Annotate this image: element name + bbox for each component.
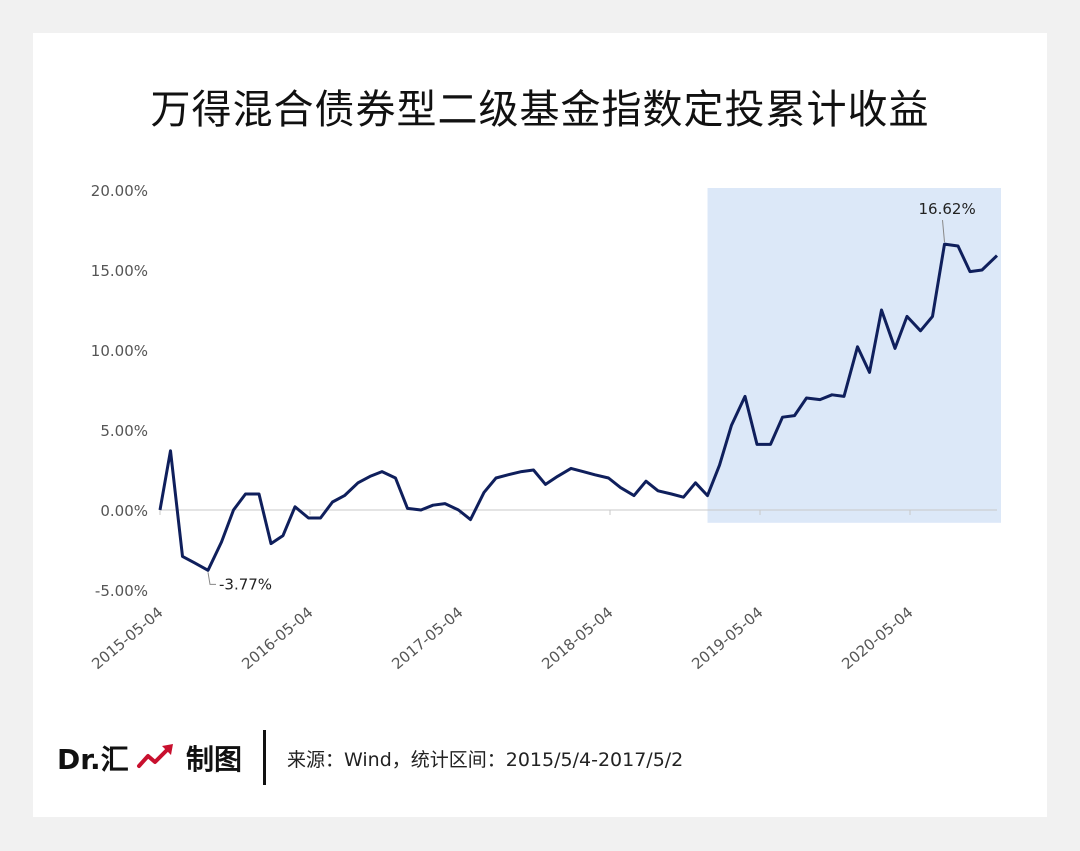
annotation-leader: [942, 220, 945, 243]
trend-arrow-icon: [137, 744, 173, 768]
annotation-leader: [207, 572, 216, 585]
x-tick-label: 2019-05-04: [688, 603, 766, 673]
chart-title: 万得混合债券型二级基金指数定投累计收益: [150, 87, 930, 133]
series-line: [158, 242, 999, 572]
footer-divider: [263, 730, 266, 785]
y-tick-label: 5.00%: [100, 422, 148, 440]
y-axis: -5.00% 0.00% 5.00% 10.00% 15.00% 20.00%: [91, 182, 148, 600]
made-by-label: 制图: [186, 743, 243, 776]
source-note: 来源：Wind，统计区间：2015/5/4-2017/5/2: [287, 749, 684, 771]
x-tick-label: 2015-05-04: [88, 603, 166, 673]
brand-name: Dr.汇: [57, 743, 129, 776]
annotation-label: -3.77%: [219, 575, 272, 593]
y-tick-label: 20.00%: [91, 182, 148, 200]
annotations: 16.62% -3.77%: [207, 200, 976, 593]
x-tick-label: 2017-05-04: [388, 603, 466, 673]
y-tick-label: 15.00%: [91, 262, 148, 280]
y-tick-label: 0.00%: [100, 502, 148, 520]
x-tick-label: 2018-05-04: [538, 603, 616, 673]
x-axis: 2015-05-04 2016-05-04 2017-05-04 2018-05-04…: [88, 510, 917, 673]
x-tick-label: 2016-05-04: [238, 603, 316, 673]
y-tick-label: -5.00%: [95, 582, 148, 600]
x-tick-label: 2020-05-04: [838, 603, 916, 673]
y-tick-label: 10.00%: [91, 342, 148, 360]
annotation-label: 16.62%: [919, 200, 976, 218]
